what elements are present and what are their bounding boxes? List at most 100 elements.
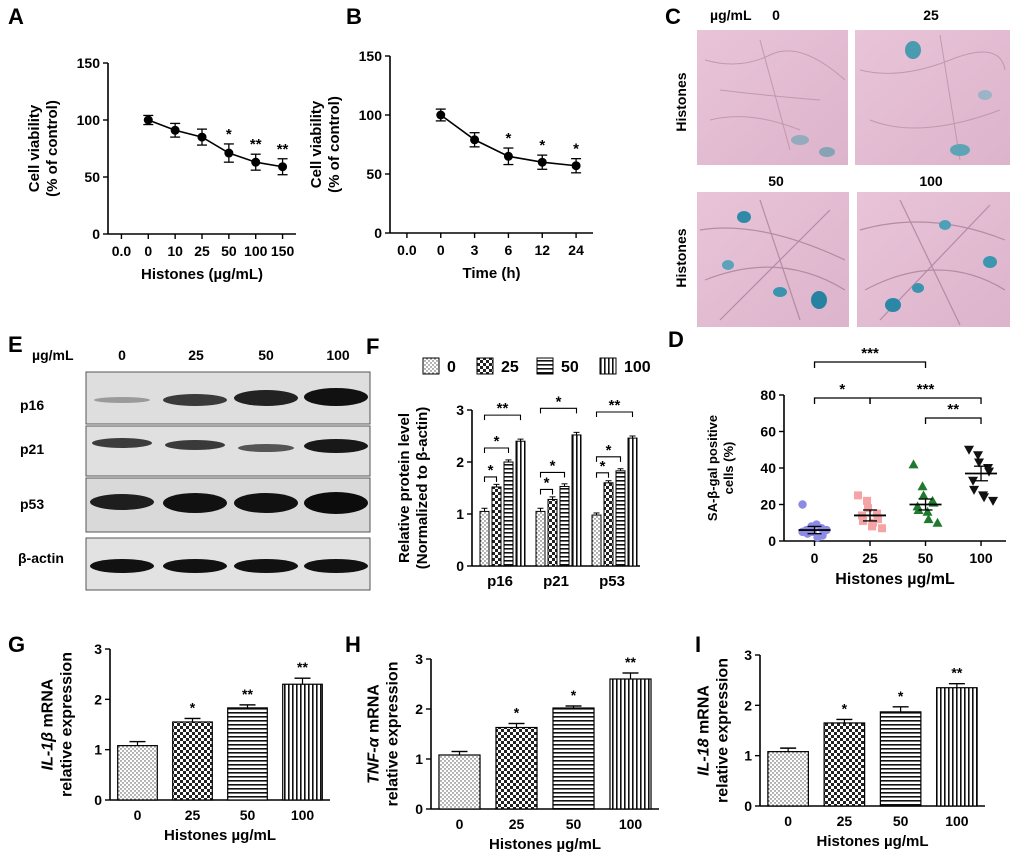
- panel-c-conc-0: 0: [772, 7, 780, 23]
- blot-label-p16: p16: [20, 397, 44, 413]
- x-tick-label: 25: [862, 550, 878, 566]
- significance-bracket: [813, 361, 927, 368]
- x-axis-label: Time (h): [462, 265, 520, 282]
- bracket-label: *: [550, 457, 556, 474]
- scatter-point: [968, 476, 979, 486]
- significance-bracket: [595, 411, 634, 417]
- chart-f-y-tick-label: 0: [456, 558, 464, 574]
- x-tick-label: 12: [534, 242, 550, 258]
- y-axis-label-line: SA-β-gal positive: [705, 415, 720, 521]
- bracket-label: *: [606, 442, 612, 459]
- x-tick-label: 0: [811, 550, 819, 566]
- chart-f-y-tick-label: 3: [456, 402, 464, 418]
- chart-a-y-tick-label: 150: [77, 55, 101, 71]
- significance-bracket: [924, 417, 982, 424]
- significance-mark: **: [250, 136, 262, 153]
- legend-label: 100: [624, 359, 651, 376]
- chart-h: 0 1 2 3 0 * 25 * 50 ** 100 TNF-α mRNA relative expre…: [366, 651, 659, 853]
- scatter-point: [917, 481, 928, 491]
- blot-label-beta-actin: β-actin: [18, 550, 64, 566]
- scatter-point: [798, 527, 807, 537]
- x-tick-label: p53: [599, 573, 625, 590]
- data-point: [143, 115, 153, 125]
- x-tick-label: 0: [784, 813, 792, 829]
- chart-b-y-tick-label: 150: [359, 48, 383, 64]
- panel-e-unit-label: µg/mL: [32, 347, 74, 363]
- data-point: [224, 148, 234, 158]
- bar: [936, 687, 978, 807]
- bracket-label: **: [947, 401, 959, 418]
- scatter-point: [923, 514, 934, 524]
- scatter-point: [932, 517, 943, 527]
- scatter-point: [854, 491, 863, 500]
- y-axis-label-line: Cell viability: [26, 104, 43, 192]
- y-axis-label: Cell viability (% of control): [26, 100, 61, 197]
- legend-swatch: [476, 357, 494, 375]
- x-axis-label: Histones µg/mL: [489, 836, 601, 853]
- bar: [603, 482, 614, 567]
- data-point: [170, 125, 180, 135]
- significance-mark: **: [297, 659, 308, 675]
- panel-e-conc-25: 25: [188, 347, 204, 363]
- data-point: [470, 135, 480, 145]
- scatter-point: [988, 496, 999, 506]
- chart-i-y-tick-label: 2: [744, 697, 752, 713]
- micrograph-25: [855, 30, 1010, 165]
- bracket-label: *: [556, 393, 562, 410]
- scatter-point: [974, 458, 985, 468]
- significance-mark: **: [242, 686, 253, 702]
- chart-b-y-tick-label: 0: [374, 225, 382, 241]
- bracket-label: **: [609, 397, 621, 414]
- y-axis-label-line: relative expression: [59, 652, 76, 797]
- x-tick-label: 0.0: [397, 242, 417, 258]
- x-axis-label: Histones µg/mL: [835, 571, 955, 588]
- y-axis-label: Cell viability (% of control): [308, 96, 343, 193]
- significance-bracket: [813, 397, 871, 404]
- data-point: [537, 157, 547, 167]
- x-tick-label: 50: [918, 550, 934, 566]
- panel-letter-d: D: [668, 327, 684, 352]
- x-tick-label: 0: [134, 807, 142, 823]
- bar: [547, 498, 558, 567]
- x-tick-label: 25: [837, 813, 853, 829]
- chart-a-y-tick-label: 100: [77, 112, 101, 128]
- legend-swatch: [536, 357, 554, 375]
- scatter-point: [813, 533, 822, 542]
- significance-mark: *: [573, 141, 579, 158]
- legend-label: 50: [561, 359, 579, 376]
- bar: [495, 726, 538, 810]
- series-line: [148, 119, 283, 168]
- significance-bracket: [483, 447, 510, 453]
- significance-mark: *: [190, 699, 196, 715]
- blot-label-p21: p21: [20, 441, 44, 457]
- y-axis-label-line: Cell viability: [308, 100, 325, 188]
- x-axis-label: Histones µg/mL: [164, 827, 276, 844]
- panel-c-conc-100: 100: [919, 173, 943, 189]
- panel-letter-f: F: [366, 334, 379, 359]
- bar: [535, 510, 546, 567]
- bracket-label: *: [600, 458, 606, 475]
- chart-a-y-tick-label: 0: [92, 226, 100, 242]
- chart-h-y-tick-label: 3: [415, 651, 423, 667]
- chart-d-y-tick-label: 80: [760, 387, 776, 403]
- y-axis-label: Relative protein level (Normalized to β-a…: [396, 407, 431, 570]
- chart-d-y-tick-label: 60: [760, 424, 776, 440]
- x-tick-label: 0: [144, 243, 152, 259]
- scatter-point: [798, 500, 807, 509]
- bracket-label: **: [497, 400, 509, 417]
- x-tick-label: 50: [566, 816, 582, 832]
- significance-mark: **: [951, 665, 962, 681]
- chart-b: 0 50 100 150 0.0 0 3 6 12 24 * * * Cell viability (% o…: [308, 48, 593, 282]
- data-point: [251, 157, 261, 167]
- x-tick-label: 0.0: [112, 243, 132, 259]
- legend-label: 25: [501, 359, 519, 376]
- bar: [767, 751, 809, 807]
- chart-f-y-tick-label: 1: [456, 506, 464, 522]
- scatter-point: [908, 459, 919, 469]
- scatter-point: [964, 445, 975, 455]
- scatter-point: [863, 496, 872, 505]
- panel-letter-b: B: [346, 4, 362, 29]
